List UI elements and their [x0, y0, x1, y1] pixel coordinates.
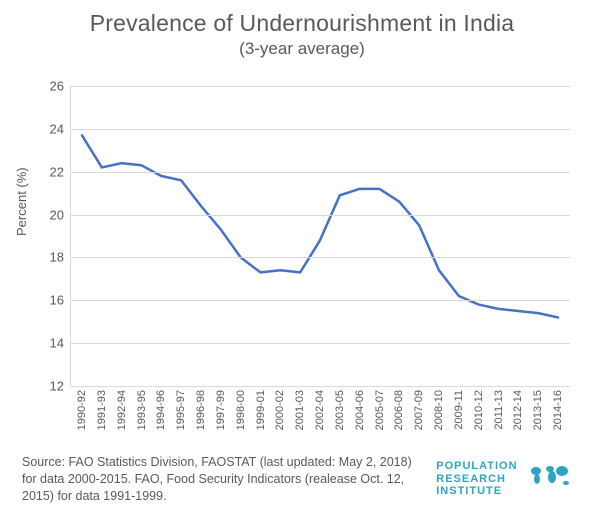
logo: POPULATION RESEARCH INSTITUTE — [436, 460, 572, 498]
chart-container: Prevalence of Undernourishment in India … — [0, 0, 604, 527]
x-tick-label: 1999-01 — [255, 386, 267, 430]
series-line — [82, 135, 558, 317]
x-tick-label: 2010-12 — [473, 386, 485, 430]
x-tick-label: 2005-07 — [374, 386, 386, 430]
y-tick-label: 12 — [50, 379, 70, 394]
chart-title: Prevalence of Undernourishment in India — [0, 0, 604, 37]
x-tick-label: 2012-14 — [512, 386, 524, 430]
x-tick-label: 2008-10 — [433, 386, 445, 430]
x-tick-label: 2004-06 — [354, 386, 366, 430]
x-tick-label: 1998-00 — [235, 386, 247, 430]
y-tick-label: 22 — [50, 164, 70, 179]
x-tick-label: 1991-93 — [96, 386, 108, 430]
x-tick-label: 2011-13 — [493, 386, 505, 430]
gridline — [70, 172, 570, 173]
x-tick-label: 1994-96 — [155, 386, 167, 430]
logo-text: POPULATION RESEARCH INSTITUTE — [436, 460, 517, 498]
y-tick-label: 16 — [50, 293, 70, 308]
chart-footer: Source: FAO Statistics Division, FAOSTAT… — [22, 454, 582, 514]
x-tick-label: 1993-95 — [136, 386, 148, 430]
logo-line3: INSTITUTE — [436, 485, 502, 497]
gridline — [70, 300, 570, 301]
x-tick-label: 1995-97 — [175, 386, 187, 430]
x-tick-label: 2006-08 — [393, 386, 405, 430]
x-tick-label: 2003-05 — [334, 386, 346, 430]
y-tick-label: 18 — [50, 250, 70, 265]
x-tick-label: 2000-02 — [274, 386, 286, 430]
x-tick-label: 1997-99 — [215, 386, 227, 430]
gridline — [70, 257, 570, 258]
logo-line1: POPULATION — [436, 460, 517, 472]
y-tick-label: 26 — [50, 79, 70, 94]
world-map-icon — [528, 461, 572, 496]
gridline — [70, 86, 570, 87]
x-tick-label: 2013-15 — [532, 386, 544, 430]
y-tick-label: 20 — [50, 207, 70, 222]
x-tick-label: 2002-04 — [314, 386, 326, 430]
line-series — [70, 86, 570, 386]
source-text: Source: FAO Statistics Division, FAOSTAT… — [22, 454, 412, 505]
x-tick-label: 2001-03 — [294, 386, 306, 430]
gridline — [70, 129, 570, 130]
x-tick-label: 2014-16 — [552, 386, 564, 430]
gridline — [70, 215, 570, 216]
x-tick-label: 1992-94 — [116, 386, 128, 430]
y-axis-label: Percent (%) — [14, 167, 29, 236]
x-tick-label: 2009-11 — [453, 386, 465, 430]
logo-line2: RESEARCH — [436, 473, 506, 485]
y-tick-label: 24 — [50, 121, 70, 136]
plot-area: 12141618202224261990-921991-931992-94199… — [70, 86, 570, 386]
y-tick-label: 14 — [50, 336, 70, 351]
chart-subtitle: (3-year average) — [0, 39, 604, 59]
gridline — [70, 343, 570, 344]
x-tick-label: 1990-92 — [76, 386, 88, 430]
x-tick-label: 2007-09 — [413, 386, 425, 430]
x-tick-label: 1996-98 — [195, 386, 207, 430]
